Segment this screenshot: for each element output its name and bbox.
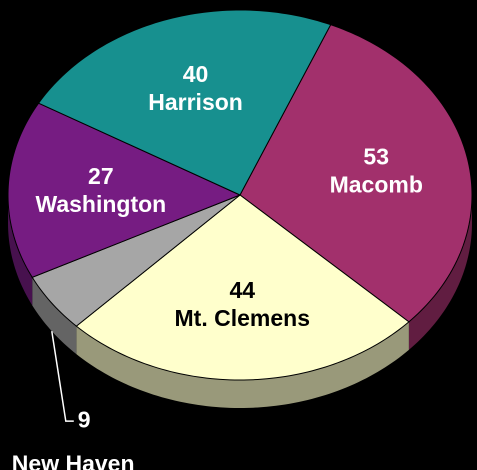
data-label: 44 <box>229 277 255 303</box>
data-label: 53 <box>363 143 389 169</box>
category-label: Mt. Clemens <box>175 305 310 331</box>
category-label: New Haven <box>12 450 135 470</box>
data-label: 40 <box>183 61 209 87</box>
category-label: Harrison <box>148 89 243 115</box>
slice <box>37 9 332 196</box>
slice-side <box>32 277 77 355</box>
slice-side <box>8 195 33 306</box>
leader-line <box>51 331 74 422</box>
category-label: Macomb <box>330 171 423 197</box>
data-label: 27 <box>88 163 114 189</box>
slice-side <box>408 195 472 350</box>
slice <box>239 24 473 323</box>
slice-side <box>76 321 409 408</box>
slice <box>31 194 241 327</box>
slice <box>7 102 242 278</box>
data-label: 9 <box>78 406 91 432</box>
category-label: Washington <box>35 191 166 217</box>
slice <box>75 194 410 381</box>
